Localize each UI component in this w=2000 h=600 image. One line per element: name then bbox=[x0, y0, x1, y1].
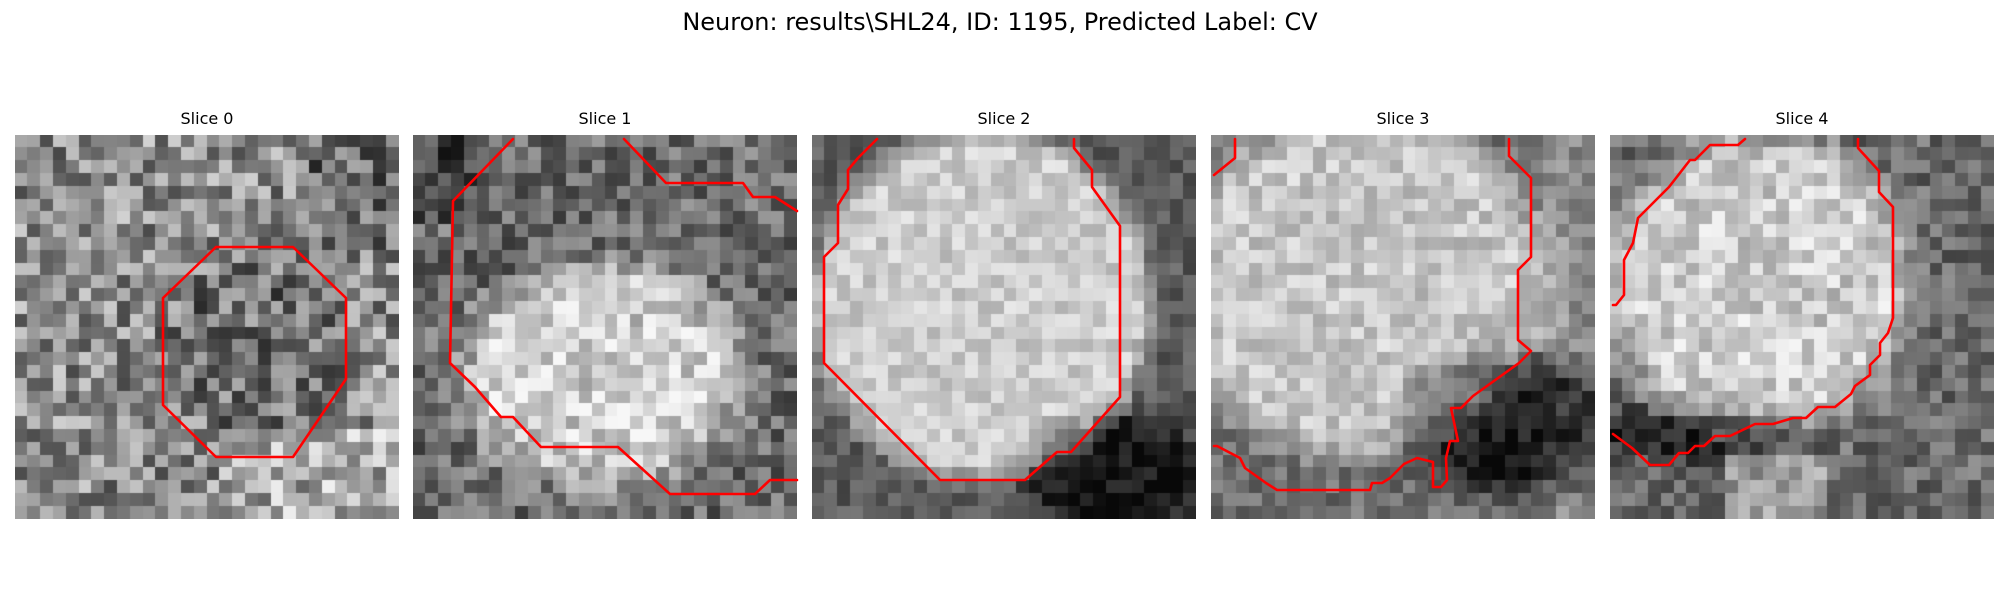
slice-title: Slice 2 bbox=[977, 109, 1031, 128]
roi-contour bbox=[1611, 137, 1895, 467]
slice-title: Slice 1 bbox=[578, 109, 632, 128]
contour-line bbox=[161, 245, 348, 459]
roi-contour bbox=[448, 137, 799, 496]
slice-title: Slice 0 bbox=[180, 109, 234, 128]
slice-panel-0: Slice 0 bbox=[15, 109, 399, 523]
slice-panel-1: Slice 1 bbox=[413, 109, 799, 523]
contour-line bbox=[1212, 137, 1533, 492]
figure-title: Neuron: results\SHL24, ID: 1195, Predict… bbox=[682, 8, 1318, 36]
slice-panel-4: Slice 4 bbox=[1610, 109, 1994, 523]
contour-line bbox=[1212, 137, 1237, 177]
roi-contour bbox=[822, 137, 1122, 482]
roi-contour bbox=[161, 245, 348, 459]
contour-line bbox=[822, 137, 1122, 482]
slice-image bbox=[812, 135, 1196, 519]
slice-image bbox=[413, 135, 797, 519]
contour-line bbox=[1611, 137, 1895, 467]
slice-image bbox=[1610, 135, 1994, 519]
slice-panel-3: Slice 3 bbox=[1211, 109, 1595, 523]
roi-contour bbox=[1212, 137, 1533, 492]
slice-title: Slice 4 bbox=[1775, 109, 1829, 128]
slice-title: Slice 3 bbox=[1376, 109, 1430, 128]
slice-panel-2: Slice 2 bbox=[812, 109, 1196, 523]
contour-line bbox=[1611, 137, 1747, 307]
contour-line bbox=[622, 137, 799, 213]
contour-line bbox=[448, 137, 799, 496]
slice-image bbox=[15, 135, 399, 519]
